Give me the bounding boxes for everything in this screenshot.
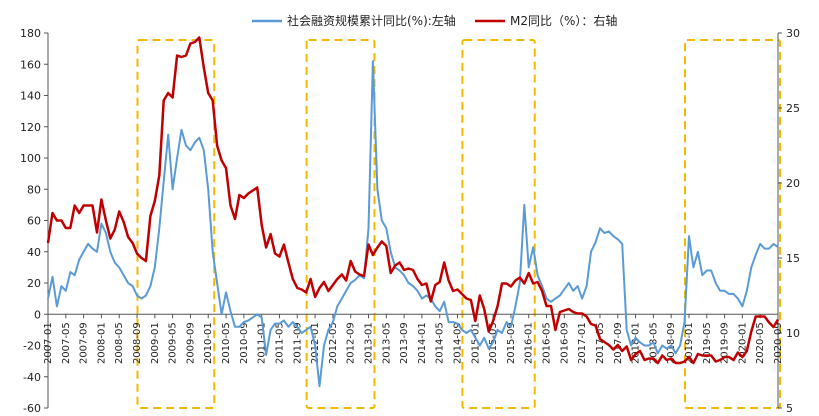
x-tick-label: 2009-09 [185,322,196,364]
x-tick-label: 2016-09 [559,322,570,364]
x-tick-label: 2017-09 [613,322,624,364]
right-y-tick-label: 15 [786,252,800,265]
left-y-tick-label: -20 [23,340,41,353]
x-tick-label: 2013-05 [381,322,392,364]
x-tick-label: 2017-01 [577,322,588,364]
x-tick-label: 2014-09 [453,322,464,364]
left-y-tick-label: 20 [27,277,41,290]
left-y-tick-label: 0 [34,308,41,321]
x-tick-label: 2008-09 [132,322,143,364]
x-tick-label: 2018-09 [666,322,677,364]
legend: 社会融资规模累计同比(%):左轴 M2同比（%）：右轴 [252,13,617,28]
x-tick-label: 2011-01 [257,322,268,364]
legend-label-financing: 社会融资规模累计同比(%):左轴 [287,13,456,28]
x-tick-label: 2012-01 [310,322,321,364]
left-y-tick-label: 60 [27,215,41,228]
x-tick-label: 2010-09 [239,322,250,364]
x-tick-label: 2013-09 [399,322,410,364]
x-tick-label: 2014-05 [435,322,446,364]
x-tick-label: 2016-05 [542,322,553,364]
left-y-tick-label: 160 [20,58,41,71]
left-y-tick-label: 80 [27,183,41,196]
x-tick-label: 2008-01 [96,322,107,364]
right-y-tick-label: 30 [786,27,800,40]
left-y-tick-label: 100 [20,152,41,165]
left-y-tick-label: 120 [20,121,41,134]
legend-label-m2: M2同比（%）：右轴 [510,13,617,28]
left-y-tick-label: 180 [20,27,41,40]
x-tick-label: 2011-05 [274,322,285,364]
x-tick-label: 2020-05 [755,322,766,364]
x-tick-label: 2015-09 [506,322,517,364]
left-y-tick-label: -40 [23,371,41,384]
right-y-tick-label: 20 [786,177,800,190]
highlight-box-4 [683,39,781,409]
axes: -60 -40 -20 0 20 40 60 80 100 120 140 160 180 5 10 15 20… [20,27,800,415]
x-tick-label: 2007-05 [61,322,72,364]
highlight-box-3 [461,39,536,409]
x-tick-label: 2020-09 [773,322,784,364]
x-tick-label: 2007-09 [79,322,90,364]
right-y-tick-label: 25 [786,102,800,115]
series-lines [46,36,780,388]
left-y-tick-label: -60 [23,402,41,415]
x-tick-label: 2012-09 [346,322,357,364]
left-y-tick-label: 40 [27,246,41,259]
m2-series-line [46,36,780,365]
x-tick-label: 2019-09 [720,322,731,364]
x-tick-label: 2019-05 [702,322,713,364]
x-tick-label: 2010-05 [221,322,232,364]
financing-series-line [47,60,779,388]
x-tick-label: 2010-01 [203,322,214,364]
x-tick-label: 2011-09 [292,322,303,364]
x-tick-label: 2020-01 [737,322,748,364]
x-tick-label: 2009-05 [168,322,179,364]
x-tick-label: 2015-01 [470,322,481,364]
highlight-box-2 [305,39,376,409]
highlight-boxes [136,39,781,409]
x-tick-label: 2018-01 [631,322,642,364]
x-tick-label: 2014-01 [417,322,428,364]
left-y-tick-label: 140 [20,90,41,103]
x-tick-label: 2009-01 [150,322,161,364]
x-tick-label: 2019-01 [684,322,695,364]
x-tick-label: 2017-05 [595,322,606,364]
x-tick-label: 2012-05 [328,322,339,364]
x-tick-label: 2013-01 [363,322,374,364]
x-tick-label: 2008-05 [114,322,125,364]
right-y-tick-label: 10 [786,327,800,340]
x-tick-label: 2007-01 [43,322,54,364]
x-tick-label: 2016-01 [524,322,535,364]
right-y-tick-label: 5 [786,402,793,415]
